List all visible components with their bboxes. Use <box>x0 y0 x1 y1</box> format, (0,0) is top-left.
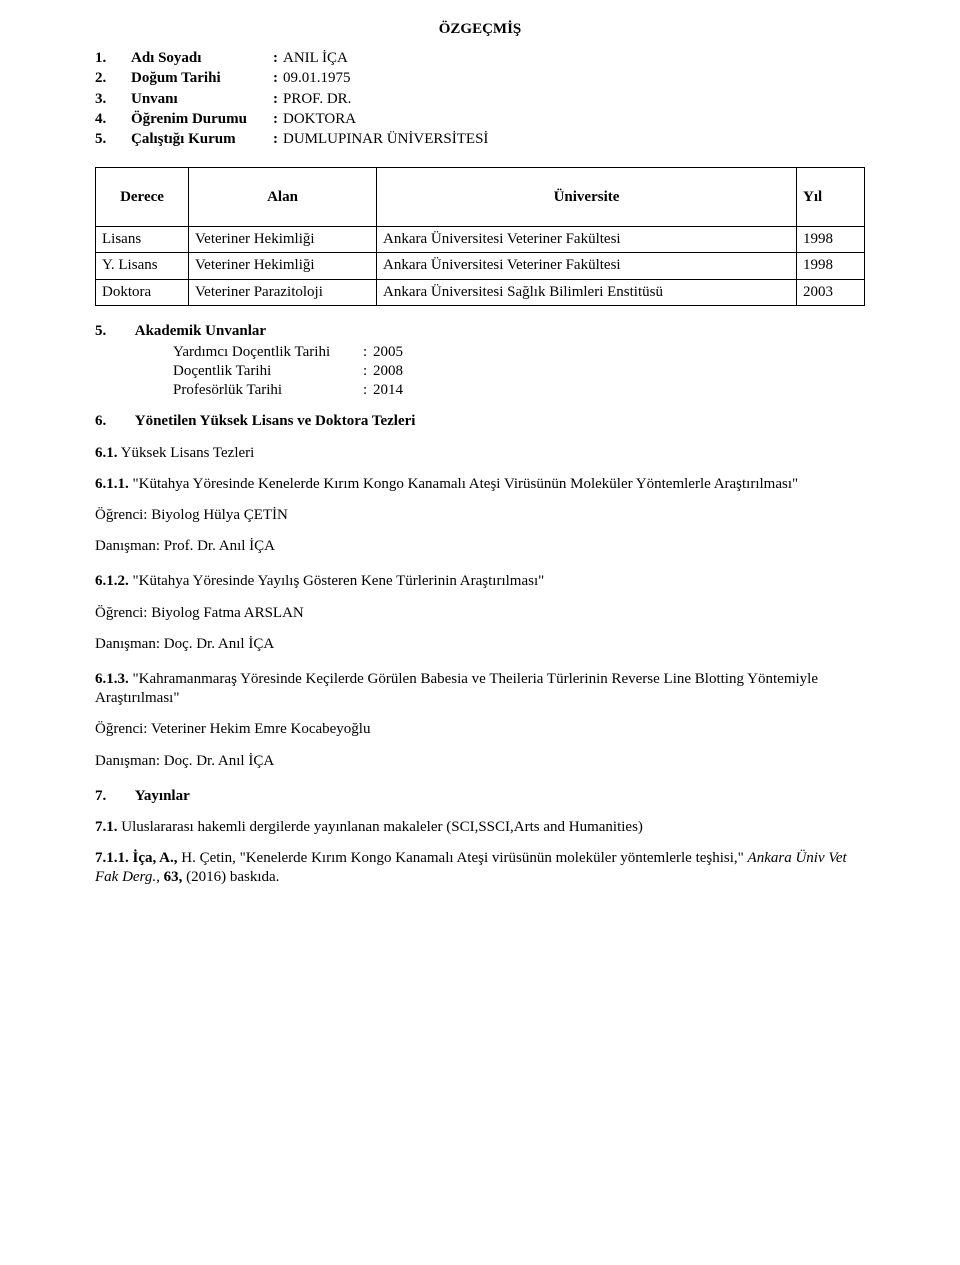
info-row: 5. Çalıştığı Kurum : DUMLUPINAR ÜNİVERSİ… <box>95 130 865 149</box>
thesis-text: "Kahramanmaraş Yöresinde Keçilerde Görül… <box>95 671 818 706</box>
info-value: 09.01.1975 <box>283 69 865 88</box>
ak-row: Yardımcı Doçentlik Tarihi : 2005 <box>173 343 865 362</box>
info-row: 4. Öğrenim Durumu : DOKTORA <box>95 110 865 129</box>
cell: Ankara Üniversitesi Veteriner Fakültesi <box>377 253 797 279</box>
sub-text: Yüksek Lisans Tezleri <box>118 445 255 461</box>
info-label: Çalıştığı Kurum <box>131 130 273 149</box>
degree-table: Derece Alan Üniversite Yıl Lisans Veteri… <box>95 167 865 306</box>
ak-label: Doçentlik Tarihi <box>173 362 363 381</box>
cell: 2003 <box>797 279 865 305</box>
ak-colon: : <box>363 362 373 381</box>
pub-tail: (2016) baskıda. <box>182 869 279 885</box>
thesis-612: 6.1.2. "Kütahya Yöresinde Yayılış Göster… <box>95 572 865 591</box>
ak-label: Profesörlük Tarihi <box>173 381 363 400</box>
advisor-line: Danışman: Doç. Dr. Anıl İÇA <box>95 635 865 654</box>
sub-label: 7.1. <box>95 819 118 835</box>
cell: 1998 <box>797 227 865 253</box>
info-num: 1. <box>95 49 131 68</box>
ak-row: Profesörlük Tarihi : 2014 <box>173 381 865 400</box>
doc-title: ÖZGEÇMİŞ <box>95 20 865 39</box>
info-label: Adı Soyadı <box>131 49 273 68</box>
sec-num: 5. <box>95 322 131 341</box>
sec-label: Yayınlar <box>135 788 190 804</box>
pub-rest: H. Çetin, "Kenelerde Kırım Kongo Kanamal… <box>178 850 748 866</box>
info-row: 1. Adı Soyadı : ANIL İÇA <box>95 49 865 68</box>
info-colon: : <box>273 90 283 109</box>
info-colon: : <box>273 69 283 88</box>
info-num: 3. <box>95 90 131 109</box>
thesis-text: "Kütahya Yöresinde Kenelerde Kırım Kongo… <box>129 476 798 492</box>
cell: Veteriner Hekimliği <box>189 253 377 279</box>
sub-label: 6.1. <box>95 445 118 461</box>
th-field: Alan <box>189 168 377 227</box>
cv-page: ÖZGEÇMİŞ 1. Adı Soyadı : ANIL İÇA 2. Doğ… <box>0 0 960 1265</box>
table-header-row: Derece Alan Üniversite Yıl <box>96 168 865 227</box>
thesis-611: 6.1.1. "Kütahya Yöresinde Kenelerde Kırı… <box>95 475 865 494</box>
info-label: Unvanı <box>131 90 273 109</box>
th-year: Yıl <box>797 168 865 227</box>
pub-authors: İça, A., <box>129 850 178 866</box>
cell: Lisans <box>96 227 189 253</box>
info-num: 4. <box>95 110 131 129</box>
thesis-label: 6.1.1. <box>95 476 129 492</box>
cell: Doktora <box>96 279 189 305</box>
thesis-text: "Kütahya Yöresinde Yayılış Gösteren Kene… <box>129 573 545 589</box>
subsec-6-1: 6.1. Yüksek Lisans Tezleri <box>95 444 865 463</box>
advisor-line: Danışman: Doç. Dr. Anıl İÇA <box>95 752 865 771</box>
info-value: DUMLUPINAR ÜNİVERSİTESİ <box>283 130 865 149</box>
ak-colon: : <box>363 381 373 400</box>
sec-label: Akademik Unvanlar <box>135 323 266 339</box>
academic-titles-list: Yardımcı Doçentlik Tarihi : 2005 Doçentl… <box>173 343 865 401</box>
info-colon: : <box>273 130 283 149</box>
sec-num: 7. <box>95 787 131 806</box>
thesis-613: 6.1.3. "Kahramanmaraş Yöresinde Keçilerd… <box>95 670 865 708</box>
thesis-label: 6.1.3. <box>95 671 129 687</box>
pub-label: 7.1.1. <box>95 850 129 866</box>
info-label: Öğrenim Durumu <box>131 110 273 129</box>
advisor-line: Danışman: Prof. Dr. Anıl İÇA <box>95 537 865 556</box>
student-line: Öğrenci: Veteriner Hekim Emre Kocabeyoğl… <box>95 720 865 739</box>
pub-vol: 63, <box>160 869 183 885</box>
cell: Y. Lisans <box>96 253 189 279</box>
ak-value: 2008 <box>373 362 403 381</box>
cell: Ankara Üniversitesi Veteriner Fakültesi <box>377 227 797 253</box>
section-6-title: 6. Yönetilen Yüksek Lisans ve Doktora Te… <box>95 412 865 431</box>
ak-row: Doçentlik Tarihi : 2008 <box>173 362 865 381</box>
personal-info-list: 1. Adı Soyadı : ANIL İÇA 2. Doğum Tarihi… <box>95 49 865 149</box>
info-row: 2. Doğum Tarihi : 09.01.1975 <box>95 69 865 88</box>
section-5-title: 5. Akademik Unvanlar <box>95 322 865 341</box>
info-num: 5. <box>95 130 131 149</box>
ak-value: 2005 <box>373 343 403 362</box>
student-line: Öğrenci: Biyolog Fatma ARSLAN <box>95 604 865 623</box>
cell: Ankara Üniversitesi Sağlık Bilimleri Ens… <box>377 279 797 305</box>
ak-value: 2014 <box>373 381 403 400</box>
sec-label: Yönetilen Yüksek Lisans ve Doktora Tezle… <box>135 413 416 429</box>
ak-colon: : <box>363 343 373 362</box>
sec-num: 6. <box>95 412 131 431</box>
info-num: 2. <box>95 69 131 88</box>
sub-text: Uluslararası hakemli dergilerde yayınlan… <box>118 819 643 835</box>
publication-711: 7.1.1. İça, A., H. Çetin, "Kenelerde Kır… <box>95 849 865 887</box>
ak-label: Yardımcı Doçentlik Tarihi <box>173 343 363 362</box>
table-row: Lisans Veteriner Hekimliği Ankara Üniver… <box>96 227 865 253</box>
info-row: 3. Unvanı : PROF. DR. <box>95 90 865 109</box>
subsec-7-1: 7.1. Uluslararası hakemli dergilerde yay… <box>95 818 865 837</box>
info-colon: : <box>273 110 283 129</box>
table-row: Doktora Veteriner Parazitoloji Ankara Ün… <box>96 279 865 305</box>
th-degree: Derece <box>96 168 189 227</box>
thesis-label: 6.1.2. <box>95 573 129 589</box>
info-value: ANIL İÇA <box>283 49 865 68</box>
student-line: Öğrenci: Biyolog Hülya ÇETİN <box>95 506 865 525</box>
cell: 1998 <box>797 253 865 279</box>
th-university: Üniversite <box>377 168 797 227</box>
info-colon: : <box>273 49 283 68</box>
info-value: PROF. DR. <box>283 90 865 109</box>
info-label: Doğum Tarihi <box>131 69 273 88</box>
table-row: Y. Lisans Veteriner Hekimliği Ankara Üni… <box>96 253 865 279</box>
info-value: DOKTORA <box>283 110 865 129</box>
cell: Veteriner Parazitoloji <box>189 279 377 305</box>
cell: Veteriner Hekimliği <box>189 227 377 253</box>
section-7-title: 7. Yayınlar <box>95 787 865 806</box>
